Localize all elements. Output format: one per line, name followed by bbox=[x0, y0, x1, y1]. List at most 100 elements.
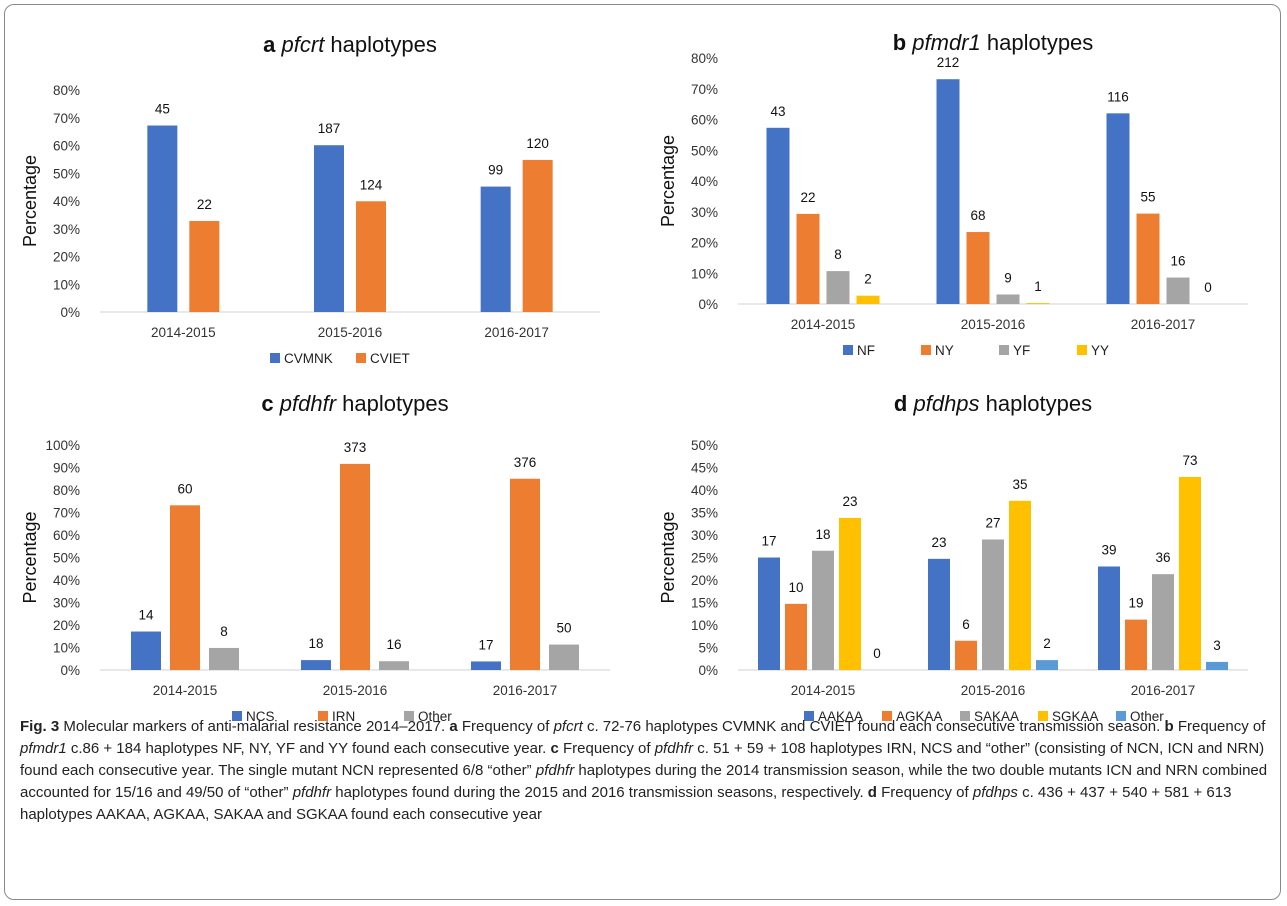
figure-frame bbox=[4, 4, 1281, 900]
y-tick-label: 35% bbox=[691, 506, 718, 521]
legend-label: AAKAA bbox=[818, 709, 863, 724]
y-tick-label: 40% bbox=[691, 483, 718, 498]
data-label: 68 bbox=[970, 208, 985, 223]
legend-swatch bbox=[1077, 345, 1087, 355]
data-label: 1 bbox=[1034, 279, 1042, 294]
y-axis-label: Percentage bbox=[658, 135, 678, 227]
y-tick-label: 80% bbox=[53, 83, 80, 98]
caption-panel-letter: a bbox=[449, 718, 458, 735]
data-label: 8 bbox=[220, 624, 228, 639]
legend-label: NY bbox=[935, 343, 954, 358]
bar-cviet bbox=[356, 201, 386, 312]
y-tick-label: 10% bbox=[53, 277, 80, 292]
y-tick-label: 80% bbox=[53, 483, 80, 498]
legend-swatch bbox=[960, 711, 970, 721]
legend-swatch bbox=[999, 345, 1009, 355]
caption-text: Frequency of bbox=[876, 784, 973, 801]
caption-text: Molecular markers of anti-malarial resis… bbox=[59, 718, 450, 735]
legend-label: CVMNK bbox=[284, 351, 333, 366]
bar-sgkaa bbox=[1179, 476, 1201, 670]
data-label: 212 bbox=[937, 55, 960, 70]
panel-letter: a bbox=[263, 32, 276, 57]
y-tick-label: 20% bbox=[53, 250, 80, 265]
data-label: 18 bbox=[815, 527, 830, 542]
data-label: 16 bbox=[386, 637, 401, 652]
chart-d-svg: d pfdhps haplotypes0%5%10%15%20%25%30%35… bbox=[658, 391, 1248, 724]
bar-yf bbox=[996, 294, 1020, 304]
y-tick-label: 30% bbox=[691, 205, 718, 220]
legend-swatch bbox=[882, 711, 892, 721]
y-tick-label: 50% bbox=[691, 438, 718, 453]
y-tick-label: 70% bbox=[53, 111, 80, 126]
y-tick-label: 40% bbox=[53, 194, 80, 209]
bar-nf bbox=[936, 79, 960, 304]
data-label: 116 bbox=[1107, 89, 1129, 104]
title-suffix: haplotypes bbox=[336, 391, 449, 416]
y-tick-label: 45% bbox=[691, 461, 718, 476]
data-label: 17 bbox=[478, 637, 493, 652]
bar-sakaa bbox=[812, 550, 834, 670]
y-tick-label: 10% bbox=[691, 618, 718, 633]
x-tick-label: 2014-2015 bbox=[151, 325, 216, 340]
bar-irn bbox=[340, 463, 370, 670]
data-label: 10 bbox=[788, 580, 803, 595]
x-tick-label: 2015-2016 bbox=[323, 683, 388, 698]
y-axis-label: Percentage bbox=[658, 511, 678, 603]
caption-gene: pfdhfr bbox=[535, 762, 575, 779]
legend-swatch bbox=[843, 345, 853, 355]
panel-letter: b bbox=[893, 30, 906, 55]
data-label: 373 bbox=[344, 440, 367, 455]
caption-text: Frequency of bbox=[558, 740, 655, 757]
bar-agkaa bbox=[785, 603, 807, 670]
data-label: 27 bbox=[985, 516, 1000, 531]
data-label: 73 bbox=[1182, 453, 1197, 468]
gene-name: pfdhps bbox=[912, 391, 979, 416]
caption-gene: pfdhps bbox=[972, 784, 1018, 801]
legend-label: Other bbox=[418, 709, 452, 724]
legend-label: AGKAA bbox=[896, 709, 943, 724]
y-tick-label: 60% bbox=[53, 528, 80, 543]
data-label: 45 bbox=[155, 102, 170, 117]
data-label: 2 bbox=[1043, 636, 1051, 651]
y-tick-label: 40% bbox=[53, 573, 80, 588]
gene-name: pfdhfr bbox=[279, 391, 338, 416]
y-tick-label: 0% bbox=[698, 297, 718, 312]
legend-label: NCS bbox=[246, 709, 275, 724]
caption-gene: pfmdr1 bbox=[20, 740, 67, 757]
bar-cvmnk bbox=[480, 186, 511, 312]
x-tick-label: 2015-2016 bbox=[318, 325, 383, 340]
legend-label: YY bbox=[1091, 343, 1109, 358]
bar-aakaa bbox=[928, 558, 950, 670]
legend-swatch bbox=[1038, 711, 1048, 721]
bar-sgkaa bbox=[1009, 500, 1031, 670]
data-label: 14 bbox=[138, 608, 154, 623]
bar-ncs bbox=[301, 660, 331, 670]
data-label: 43 bbox=[770, 104, 785, 119]
bar-aakaa bbox=[1098, 566, 1120, 670]
legend-label: YF bbox=[1013, 343, 1030, 358]
y-tick-label: 20% bbox=[691, 236, 718, 251]
y-tick-label: 50% bbox=[691, 143, 718, 158]
gene-name: pfmdr1 bbox=[911, 30, 980, 55]
y-tick-label: 20% bbox=[53, 618, 80, 633]
y-tick-label: 50% bbox=[53, 166, 80, 181]
bar-cviet bbox=[522, 159, 553, 312]
caption-text: c. 51 + 59 + 108 haplotypes IRN, NCS and… bbox=[20, 740, 1265, 779]
x-tick-label: 2014-2015 bbox=[791, 683, 856, 698]
figure-caption: Fig. 3 Molecular markers of anti-malaria… bbox=[20, 716, 1270, 826]
x-tick-label: 2015-2016 bbox=[961, 683, 1026, 698]
data-label: 9 bbox=[1004, 270, 1012, 285]
chart-title: b pfmdr1 haplotypes bbox=[893, 30, 1094, 55]
panel-letter: d bbox=[894, 391, 907, 416]
legend-label: CVIET bbox=[370, 351, 410, 366]
data-label: 0 bbox=[1204, 280, 1212, 295]
title-suffix: haplotypes bbox=[981, 30, 1094, 55]
bar-sgkaa bbox=[839, 517, 861, 670]
bar-agkaa bbox=[955, 640, 977, 670]
chart-b-svg: b pfmdr1 haplotypes 0% 10% 20% 30% 40% 50% 60% 7… bbox=[658, 30, 1248, 358]
bar-yy bbox=[1026, 303, 1050, 304]
x-tick-label: 2016-2017 bbox=[1131, 683, 1196, 698]
legend-swatch bbox=[356, 353, 366, 363]
caption-gene: pfdhfr bbox=[292, 784, 332, 801]
bar-sakaa bbox=[1152, 574, 1174, 670]
